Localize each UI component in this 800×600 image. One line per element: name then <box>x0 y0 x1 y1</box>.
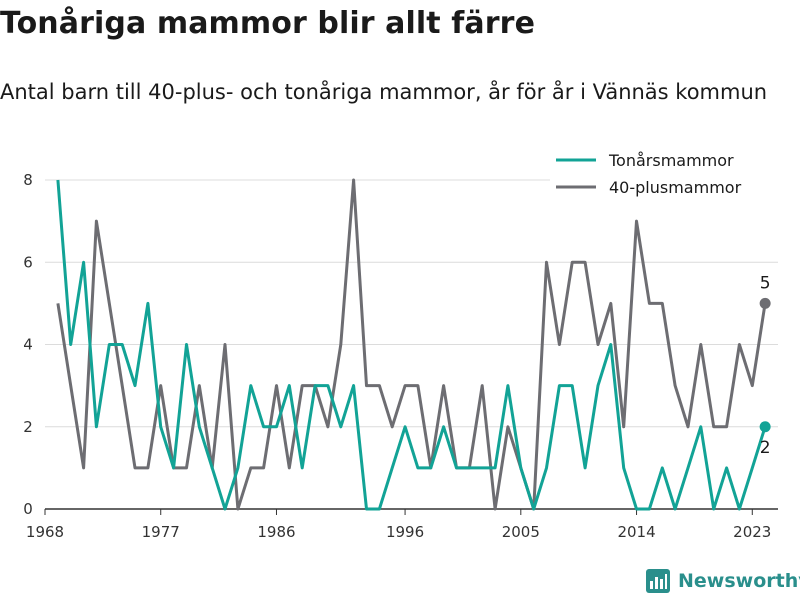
legend-label-forty: 40-plusmammor <box>609 178 742 197</box>
brand-name: Newsworthy <box>678 570 800 592</box>
x-tick-label-1986: 1986 <box>257 523 295 541</box>
series-line-forty <box>56 178 767 511</box>
x-tick-label-1996: 1996 <box>386 523 424 541</box>
endpoint-dot-teen <box>759 421 771 433</box>
newsworthy-logo: Newsworthy <box>645 568 800 594</box>
series-lines <box>56 178 767 511</box>
y-tick-label-4: 4 <box>23 336 33 354</box>
x-tick-label-2005: 2005 <box>502 523 540 541</box>
y-tick-label-8: 8 <box>23 171 33 189</box>
series-endpoints: 52 <box>759 273 771 458</box>
x-axis: 1968 1977 1986 1996 2005 2014 2023 <box>26 508 778 541</box>
chart-subtitle: Antal barn till 40-plus- och tonåriga ma… <box>0 80 768 104</box>
series-line-teen <box>56 179 767 511</box>
endpoint-label-forty: 5 <box>760 273 771 293</box>
y-axis-ticks: 0 2 4 6 8 <box>23 171 33 518</box>
endpoint-label-teen: 2 <box>760 438 771 458</box>
y-tick-label-6: 6 <box>23 253 33 271</box>
endpoint-dot-forty <box>759 297 771 309</box>
x-tick-label-1968: 1968 <box>26 523 64 541</box>
y-tick-label-2: 2 <box>23 418 33 436</box>
gridlines <box>45 179 778 428</box>
legend-box <box>550 145 780 207</box>
x-tick-label-2014: 2014 <box>617 523 655 541</box>
chart-title: Tonåriga mammor blir allt färre <box>0 6 536 41</box>
legend-label-teen: Tonårsmammor <box>608 151 734 170</box>
x-tick-label-2023: 2023 <box>733 523 771 541</box>
legend: Tonårsmammor 40-plusmammor <box>550 145 780 207</box>
newsworthy-icon <box>646 569 670 593</box>
x-tick-label-1977: 1977 <box>142 523 180 541</box>
y-tick-label-0: 0 <box>23 500 33 518</box>
